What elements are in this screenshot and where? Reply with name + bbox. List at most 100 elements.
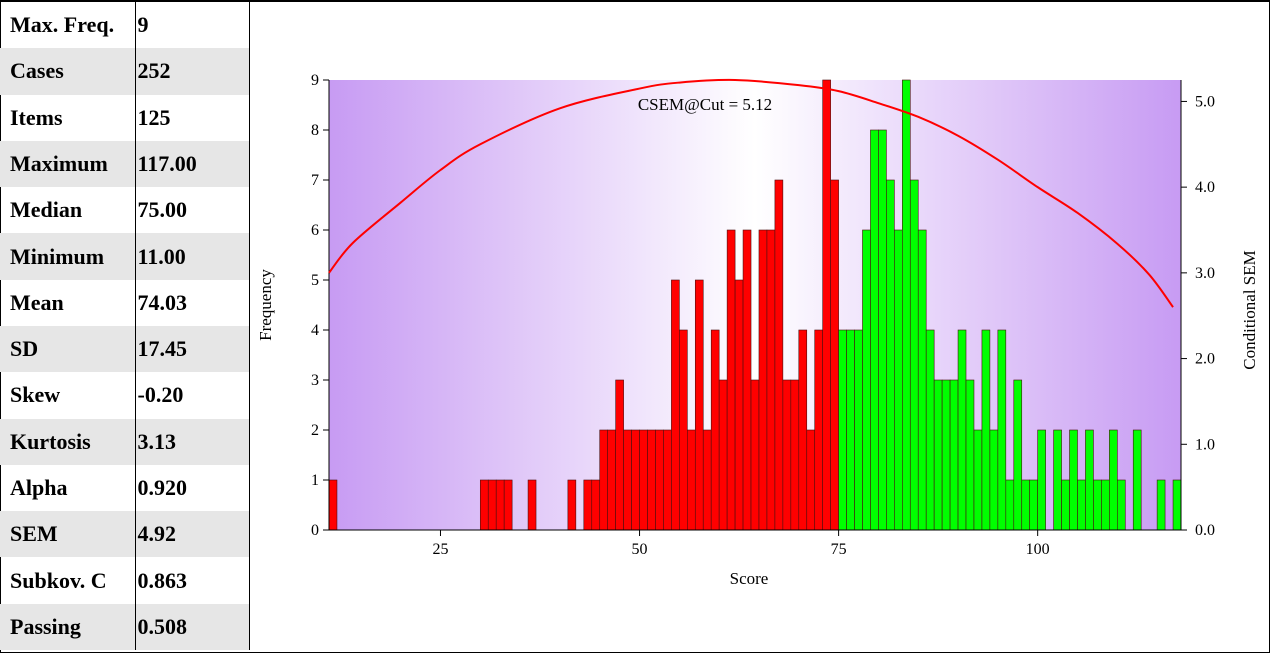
histogram-bar <box>679 329 688 531</box>
histogram-bar <box>607 429 616 531</box>
histogram-bar <box>671 279 680 531</box>
histogram-bar <box>894 229 903 531</box>
histogram-bar <box>710 329 720 531</box>
histogram-bar <box>973 429 983 531</box>
histogram-bar <box>1085 429 1094 531</box>
histogram-bar <box>487 479 497 531</box>
histogram-bar <box>599 429 608 531</box>
histogram-bar <box>328 479 338 531</box>
histogram-bar <box>981 329 991 531</box>
histogram-bar <box>989 429 999 531</box>
y-tick-label: 0 <box>311 522 319 539</box>
stat-value: 11.00 <box>134 233 250 280</box>
histogram-bar <box>623 429 632 531</box>
histogram-bar <box>567 479 577 531</box>
histogram-bar <box>1093 479 1102 531</box>
histogram-bar <box>479 479 489 531</box>
stat-label: Max. Freq. <box>10 12 115 38</box>
histogram-bar <box>838 329 847 531</box>
histogram-bar <box>639 429 648 531</box>
histogram-bar <box>694 279 704 531</box>
histogram-bar <box>933 379 943 531</box>
csem-annotation: CSEM@Cut = 5.12 <box>638 95 772 114</box>
stat-value: 117.00 <box>134 140 250 188</box>
histogram-bar <box>702 429 712 531</box>
stat-label: Cases <box>0 48 135 95</box>
histogram-bar <box>758 229 768 531</box>
y2-axis-label: Conditional SEM <box>1240 250 1259 369</box>
stat-label: Maximum <box>0 140 135 188</box>
y-tick-label: 7 <box>311 172 319 189</box>
histogram-bar <box>718 379 728 531</box>
stats-row: Minimum 11.00 <box>0 233 250 280</box>
stat-label: Minimum <box>0 233 135 280</box>
histogram-bar <box>909 179 919 531</box>
stat-value: 125 <box>134 94 250 141</box>
x-tick-label: 50 <box>632 541 648 558</box>
stat-value: 17.45 <box>134 325 250 373</box>
histogram-bar <box>734 279 744 531</box>
histogram-bar <box>806 429 816 531</box>
histogram-bar <box>1005 479 1015 531</box>
stats-row: Items 125 <box>0 94 250 141</box>
stats-row: Skew -0.20 <box>0 372 250 419</box>
stat-value: 4.92 <box>134 511 250 558</box>
histogram-bar <box>663 429 672 531</box>
y-tick-label: 8 <box>311 122 319 139</box>
histogram-bar <box>957 329 967 531</box>
stats-row: Median 75.00 <box>0 187 250 234</box>
stat-value: 0.863 <box>134 557 250 604</box>
y-tick-label: 3 <box>311 372 319 389</box>
histogram-bar <box>1077 479 1086 531</box>
stat-label: Passing <box>0 603 135 650</box>
histogram-bar <box>870 129 879 531</box>
histogram-bar <box>798 329 808 531</box>
stats-row: Kurtosis 3.13 <box>0 418 250 465</box>
stat-value: 0.508 <box>134 603 250 650</box>
histogram-bar <box>631 429 640 531</box>
y2-tick-label: 0.0 <box>1195 522 1215 539</box>
histogram-bar <box>917 229 927 531</box>
stats-row: Cases 252 <box>0 48 250 95</box>
y2-tick-label: 3.0 <box>1195 265 1215 282</box>
histogram-bar <box>1101 479 1110 531</box>
histogram-bar <box>965 379 975 531</box>
stats-row: SEM 4.92 <box>0 511 250 558</box>
histogram-bar <box>941 379 951 531</box>
stat-value: 74.03 <box>134 279 250 326</box>
x-tick-label: 75 <box>831 541 847 558</box>
histogram-bar <box>814 329 823 531</box>
histogram-bar <box>1021 479 1031 531</box>
stat-label: Kurtosis <box>0 418 135 465</box>
stat-label: Skew <box>10 382 61 408</box>
histogram-bar <box>1116 479 1126 531</box>
histogram-bar <box>1029 479 1038 531</box>
histogram-bar <box>1172 479 1182 531</box>
stat-label: Median <box>10 197 83 223</box>
stat-label: Items <box>10 104 63 130</box>
stats-row: Max. Freq. 9 <box>0 2 250 49</box>
histogram-bar <box>854 329 863 531</box>
histogram-bar <box>949 379 959 531</box>
histogram-bar <box>878 129 887 531</box>
y2-tick-label: 1.0 <box>1195 436 1215 453</box>
histogram-bar <box>1037 429 1046 531</box>
histogram-bar <box>1013 379 1023 531</box>
x-axis-label: Score <box>730 569 769 588</box>
y-tick-label: 2 <box>311 422 319 439</box>
stats-row: Subkov. C 0.863 <box>0 557 250 604</box>
stat-label: Subkov. C <box>10 567 107 593</box>
histogram-bar <box>774 179 784 531</box>
stat-value: 252 <box>134 48 250 95</box>
stat-value: 3.13 <box>134 418 250 465</box>
histogram-bar <box>925 329 935 531</box>
histogram-bar <box>830 179 839 531</box>
histogram-bar <box>1156 479 1166 531</box>
histogram-bar <box>1109 429 1118 531</box>
histogram-bar <box>1053 429 1062 531</box>
y2-tick-label: 5.0 <box>1195 93 1215 110</box>
stats-row: Alpha 0.920 <box>0 464 250 512</box>
histogram-bar <box>503 479 513 531</box>
y-tick-label: 6 <box>311 222 319 239</box>
stat-value: 0.920 <box>134 464 250 512</box>
